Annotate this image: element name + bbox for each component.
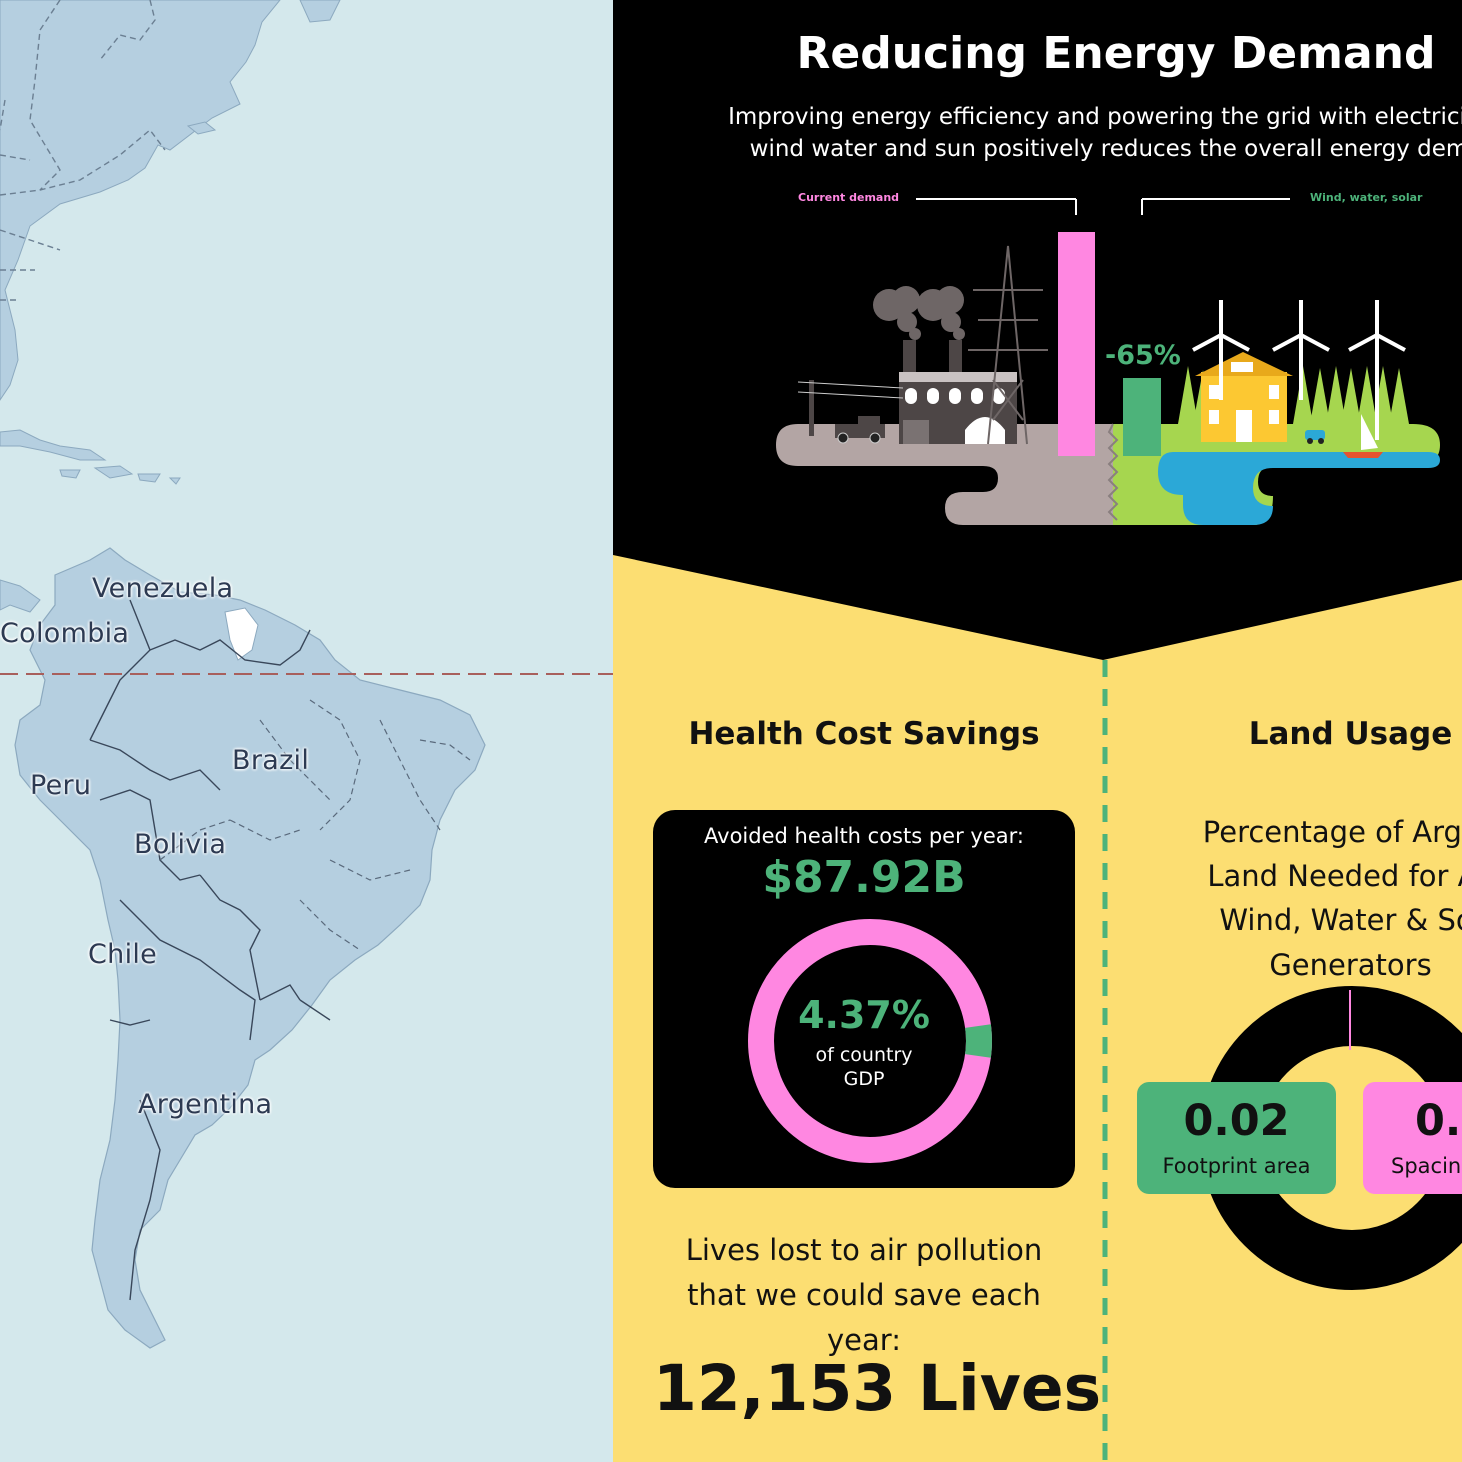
newfoundland-land (299, 0, 341, 23)
map-view[interactable]: Venezuela Colombia Peru Brazil Bolivia C… (0, 0, 613, 1462)
gdp-donut-remainder (748, 919, 992, 1163)
sa-borders (89, 599, 331, 1301)
page-title: Reducing Energy Demand (796, 28, 1436, 79)
gdp-donut-chart (748, 919, 992, 1163)
wws-demand-bar (1123, 378, 1161, 456)
quebec-island (186, 121, 217, 135)
french-guiana (224, 607, 259, 661)
land-desc-line-3: Wind, Water & Sol (1219, 903, 1462, 937)
map-label-bolivia: Bolivia (134, 829, 227, 860)
spacing-area-box: 0. Spacin (1363, 1082, 1462, 1194)
lives-text-line-2: that we could save each (687, 1278, 1041, 1312)
central-america-land (0, 579, 41, 613)
land-desc-line-2: Land Needed for All (1207, 859, 1462, 893)
map-label-brazil: Brazil (232, 745, 310, 776)
current-demand-bar (1058, 232, 1095, 456)
health-cost-card: Avoided health costs per year: $87.92B 4… (653, 810, 1075, 1188)
health-cost-heading: Health Cost Savings (688, 716, 1040, 752)
subtitle-line-2: wind water and sun positively reduces th… (749, 136, 1462, 162)
south-america-land (14, 547, 486, 1349)
caribbean-islands (0, 429, 181, 485)
avoided-health-costs-value: $87.92B (762, 852, 966, 903)
subtitle-line-1: Improving energy efficiency and powering… (728, 104, 1462, 130)
lives-text-line-1: Lives lost to air pollution (685, 1233, 1043, 1267)
legend-wind-water-solar: Wind, water, solar (1310, 191, 1423, 204)
map-canvas[interactable] (0, 0, 613, 1462)
sa-state-borders (159, 699, 471, 951)
map-label-argentina: Argentina (138, 1089, 273, 1120)
lives-saved-value: 12,153 Lives (653, 1352, 1102, 1425)
avoided-health-costs-label: Avoided health costs per year: (704, 824, 1024, 848)
gdp-label-line-1: of country (815, 1044, 913, 1066)
north-america-land (0, 0, 281, 401)
na-borders (0, 0, 166, 301)
gdp-donut-share (965, 1024, 992, 1058)
black-chevron-background (613, 0, 1462, 660)
gdp-label-line-2: GDP (843, 1068, 885, 1090)
spacing-area-label: Spacin (1391, 1154, 1462, 1178)
map-label-chile: Chile (88, 939, 158, 970)
map-label-colombia: Colombia (0, 618, 130, 649)
energy-demand-section (613, 0, 1462, 660)
legend-current-demand: Current demand (798, 191, 900, 204)
land-desc-line-1: Percentage of Argen (1202, 815, 1462, 849)
footprint-area-value: 0.02 (1183, 1096, 1290, 1146)
spacing-area-value: 0. (1415, 1096, 1462, 1146)
reduction-label: -65% (1105, 340, 1181, 371)
footprint-area-box: 0.02 Footprint area (1137, 1082, 1336, 1194)
section-divider (1102, 660, 1108, 1462)
land-usage-heading: Land Usage (1248, 716, 1453, 752)
country-infographic-panel[interactable]: Reducing Energy Demand Improving energy … (613, 0, 1462, 1462)
map-label-venezuela: Venezuela (92, 573, 234, 604)
gdp-percentage: 4.37% (798, 993, 930, 1037)
illustration (776, 232, 1440, 525)
map-label-peru: Peru (30, 770, 92, 801)
land-desc-line-4: Generators (1269, 948, 1432, 982)
lives-text-line-3: year: (827, 1323, 901, 1357)
footprint-area-label: Footprint area (1162, 1154, 1311, 1178)
